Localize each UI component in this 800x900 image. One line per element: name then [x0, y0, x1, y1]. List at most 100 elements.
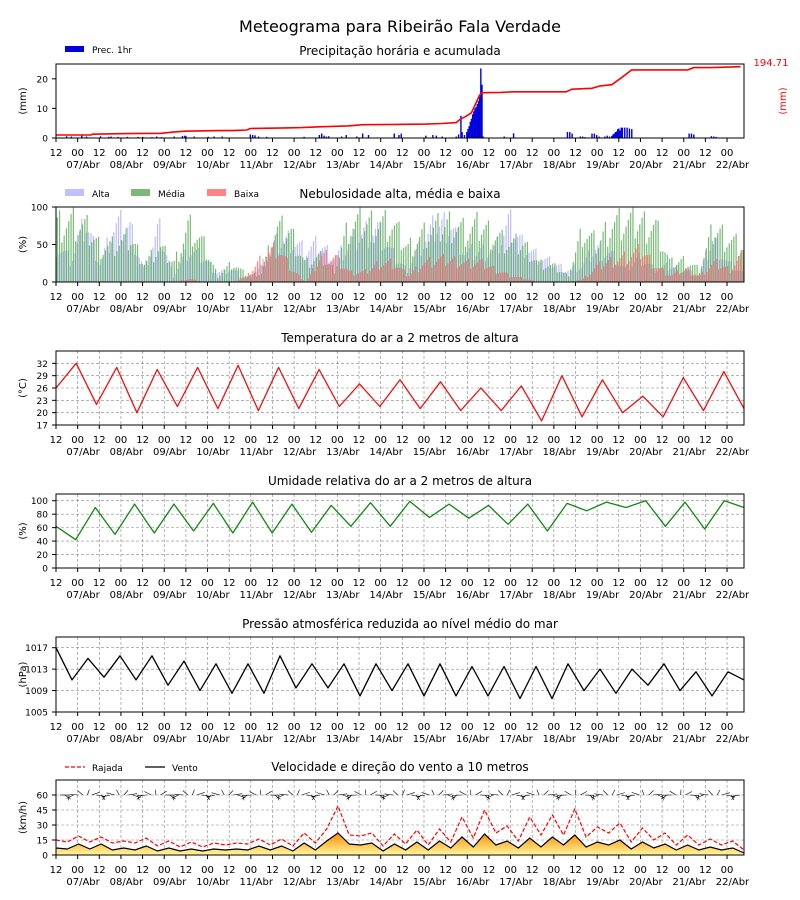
cloud-bar-média — [616, 215, 618, 282]
cloud-bar-baixa — [454, 256, 456, 282]
cloud-bar-baixa — [353, 275, 355, 282]
xtick-label: 00 — [158, 292, 171, 303]
cloud-bar-baixa — [481, 258, 483, 282]
cloud-bar-alta — [471, 244, 473, 282]
xtick-date: 09/Abr — [153, 877, 187, 888]
cloud-bar-baixa — [486, 268, 488, 282]
cloud-bar-baixa — [357, 273, 360, 282]
cloud-bar-média — [506, 249, 508, 282]
cloud-bar-alta — [675, 266, 677, 282]
cloud-bar-baixa — [616, 261, 619, 282]
wind-arrow — [564, 790, 572, 796]
cloud-bar-alta — [179, 263, 182, 282]
wind-arrow — [486, 794, 494, 799]
xtick-label: 12 — [656, 292, 669, 303]
cloud-bar-média — [361, 238, 363, 282]
xtick-date: 16/Abr — [456, 447, 490, 458]
cloud-bar-média — [662, 251, 664, 282]
xtick-label: 00 — [288, 148, 301, 159]
cloud-bar-média — [650, 230, 652, 282]
xtick-label: 00 — [71, 292, 84, 303]
cloud-bar-alta — [209, 261, 211, 282]
cloud-bar-média — [419, 236, 421, 282]
cloud-bar-alta — [523, 257, 526, 282]
cloud-bar-média — [79, 229, 81, 282]
cloud-bar-baixa — [256, 261, 259, 282]
cloud-bar-alta — [530, 250, 532, 282]
cloud-bar-alta — [299, 242, 301, 282]
xtick-label: 12 — [612, 722, 625, 733]
plot-frame-4 — [55, 636, 745, 713]
cloud-bar-alta — [406, 272, 409, 282]
cloud-bar-alta — [379, 221, 381, 282]
precip-bar — [473, 111, 475, 138]
cloud-bar-média — [88, 245, 91, 282]
xtick-label: 00 — [71, 722, 84, 733]
cloud-bar-alta — [94, 260, 97, 282]
precip-bar — [173, 136, 175, 138]
cloud-bar-média — [75, 240, 77, 282]
cloud-bar-média — [380, 222, 382, 282]
cloud-bar-alta — [613, 250, 615, 282]
cloud-bar-alta — [445, 243, 448, 282]
ytick-label: 50 — [37, 241, 49, 251]
cloud-bar-baixa — [323, 252, 325, 282]
cloud-bar-alta — [85, 232, 88, 282]
legend-swatch-prec — [65, 46, 84, 52]
xtick-date: 12/Abr — [283, 877, 317, 888]
xtick-date: 16/Abr — [456, 304, 490, 315]
precip-bar — [598, 136, 600, 138]
xtick-date: 14/Abr — [369, 734, 403, 745]
cloud-bar-média — [652, 224, 655, 282]
cloud-bar-média — [501, 229, 503, 282]
cloud-bar-média — [322, 265, 324, 282]
cloud-bar-média — [240, 268, 242, 282]
xtick-label: 12 — [526, 148, 539, 159]
xtick-label: 12 — [136, 435, 149, 446]
cloud-bar-média — [730, 239, 733, 282]
cloud-bar-média — [574, 252, 577, 282]
panel-title-1: Nebulosidade alta, média e baixa — [299, 187, 500, 201]
cloud-bar-média — [478, 240, 480, 282]
cloud-bar-média — [263, 266, 265, 282]
legend-label-cloud: Média — [158, 189, 185, 200]
precip-bar — [193, 136, 195, 138]
wind-arrow — [602, 790, 608, 796]
plot-frame-1 — [55, 206, 745, 283]
precip-bar — [481, 84, 483, 138]
cloud-bar-alta — [459, 255, 461, 282]
precip-bar — [340, 136, 343, 138]
cloud-bar-alta — [97, 262, 99, 282]
cloud-bar-baixa — [236, 280, 238, 282]
xtick-label: 00 — [547, 435, 560, 446]
wind-arrow — [136, 794, 143, 800]
ytick-label: 20 — [37, 409, 49, 419]
cloud-bar-média — [354, 221, 357, 282]
cloud-bar-baixa — [626, 264, 628, 282]
cloud-bar-média — [519, 249, 522, 282]
ytick-label: 15 — [37, 837, 48, 847]
cloud-bar-alta — [652, 264, 654, 282]
cloud-bar-alta — [374, 228, 376, 282]
xtick-label: 12 — [353, 292, 366, 303]
cloud-bar-baixa — [587, 277, 589, 282]
precip-bar — [628, 128, 631, 138]
cloud-bar-média — [425, 247, 428, 282]
wind-arrow — [265, 790, 272, 796]
cloud-bar-média — [313, 261, 315, 282]
cloud-bar-alta — [358, 242, 360, 282]
cloud-bar-alta — [88, 232, 90, 282]
cloud-bar-alta — [175, 273, 177, 282]
xtick-label: 00 — [115, 865, 128, 876]
cloud-bar-média — [655, 219, 657, 282]
xtick-date: 21/Abr — [672, 877, 706, 888]
wind-arrow — [552, 794, 561, 799]
cloud-bar-média — [503, 253, 506, 282]
cloud-bar-média — [58, 210, 61, 282]
wind-arrow — [708, 790, 713, 796]
cloud-bar-alta — [111, 243, 113, 282]
cloud-bar-alta — [686, 270, 688, 282]
cloud-bar-média — [230, 269, 233, 282]
panel-title-5: Velocidade e direção do vento a 10 metro… — [271, 760, 528, 774]
cloud-bar-média — [694, 264, 696, 282]
